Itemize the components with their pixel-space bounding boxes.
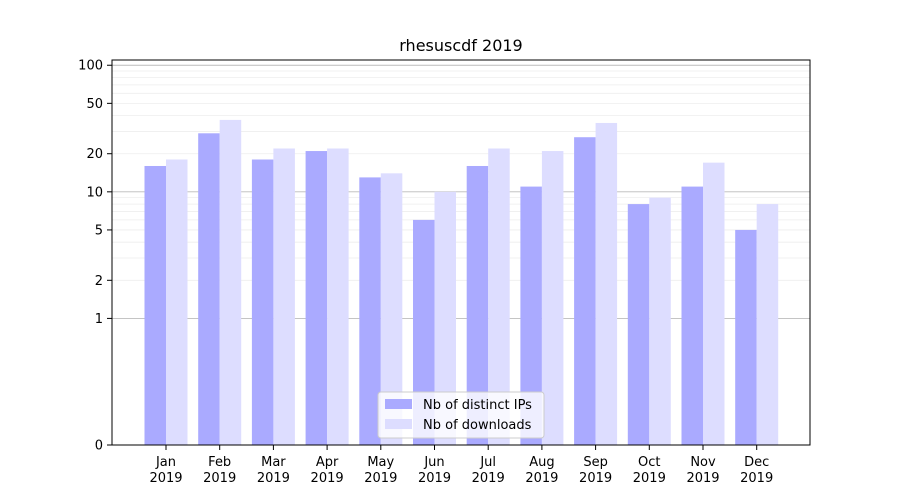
bar-distinct-ips: [198, 133, 220, 445]
y-tick-label: 1: [95, 312, 103, 327]
x-tick-label-month: Jan: [155, 455, 176, 470]
x-tick-label-month: Nov: [690, 455, 716, 470]
y-tick-label: 10: [86, 185, 103, 200]
x-tick-label-month: Apr: [316, 455, 339, 470]
chart-title: rhesuscdf 2019: [399, 36, 522, 55]
bar-distinct-ips: [681, 186, 703, 446]
bar-downloads: [703, 162, 725, 445]
bar-downloads: [649, 197, 671, 445]
bar-downloads: [756, 204, 779, 445]
x-tick-label-year: 2019: [686, 471, 719, 486]
bar-downloads: [327, 148, 349, 445]
x-tick-label-year: 2019: [418, 471, 451, 486]
bar-distinct-ips: [359, 177, 381, 446]
bar-distinct-ips: [735, 229, 757, 445]
y-axis: 0 1 2 5 10 20 50 100: [78, 59, 112, 454]
legend-label: Nb of distinct IPs: [423, 398, 532, 413]
bars: [144, 119, 779, 446]
x-tick-label-month: Aug: [529, 455, 554, 470]
bar-downloads: [541, 151, 564, 445]
y-tick-label: 0: [95, 439, 103, 454]
legend-swatch: [385, 419, 412, 429]
y-tick-label: 100: [78, 59, 103, 74]
bar-distinct-ips: [251, 159, 274, 445]
bar-distinct-ips: [627, 204, 650, 445]
y-tick-label: 5: [95, 223, 103, 238]
bar-distinct-ips: [413, 219, 435, 445]
bar-downloads: [166, 159, 188, 445]
x-tick-label-year: 2019: [740, 471, 773, 486]
x-tick-label-month: Dec: [744, 455, 769, 470]
legend: Nb of distinct IPs Nb of downloads: [377, 391, 545, 439]
x-tick-label-month: Jun: [423, 455, 444, 470]
x-tick-label-year: 2019: [203, 471, 236, 486]
x-tick-label-year: 2019: [633, 471, 666, 486]
legend-box: [377, 391, 545, 439]
x-tick-label-month: May: [367, 455, 394, 470]
x-tick-label-year: 2019: [579, 471, 612, 486]
bar-downloads: [488, 148, 510, 445]
x-tick-label-year: 2019: [472, 471, 505, 486]
x-tick-label-month: Jul: [479, 455, 496, 470]
y-tick-label: 20: [86, 147, 103, 162]
x-tick-label-month: Sep: [583, 455, 608, 470]
bar-downloads: [434, 191, 456, 445]
x-tick-label-year: 2019: [257, 471, 290, 486]
bar-distinct-ips: [305, 151, 328, 445]
x-tick-label-year: 2019: [311, 471, 344, 486]
bar-downloads: [595, 122, 618, 445]
y-tick-label: 50: [86, 97, 103, 112]
x-tick-label-year: 2019: [364, 471, 397, 486]
x-tick-label-month: Mar: [261, 455, 286, 470]
bar-downloads: [380, 173, 403, 445]
bar-distinct-ips: [520, 186, 542, 446]
x-tick-label-year: 2019: [525, 471, 558, 486]
x-tick-label-year: 2019: [149, 471, 182, 486]
plot-frame: [111, 59, 811, 446]
bar-distinct-ips: [574, 137, 596, 446]
x-tick-label-month: Oct: [638, 455, 660, 470]
bar-downloads: [273, 148, 295, 445]
bar-distinct-ips: [466, 165, 489, 446]
legend-swatch: [385, 399, 412, 409]
y-tick-label: 2: [95, 274, 103, 289]
x-axis: Jan2019Feb2019Mar2019Apr2019May2019Jun20…: [149, 445, 773, 486]
x-tick-label-month: Feb: [208, 455, 231, 470]
legend-label: Nb of downloads: [423, 418, 532, 433]
bar-downloads: [219, 119, 242, 445]
bar-distinct-ips: [144, 165, 166, 446]
